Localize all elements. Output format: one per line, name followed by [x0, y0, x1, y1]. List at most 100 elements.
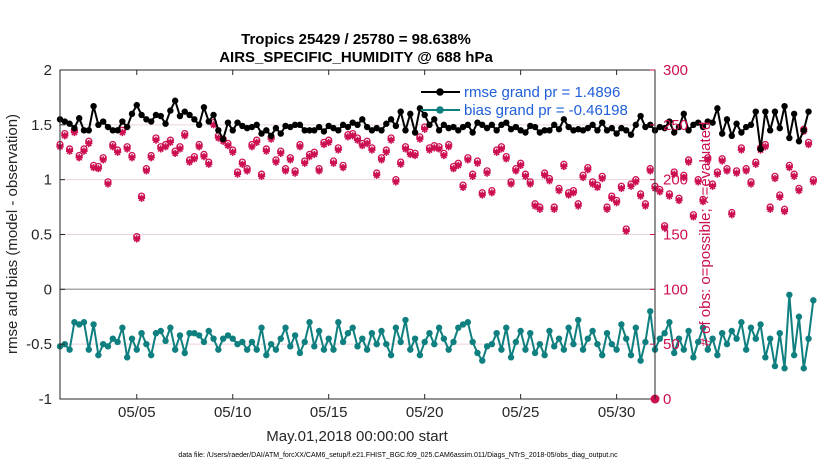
obs-evaluated-point — [113, 148, 122, 156]
bias-point — [637, 357, 644, 364]
rmse-point — [229, 127, 236, 134]
obs-possible-point — [608, 192, 616, 200]
obs-evaluated-point — [123, 145, 131, 153]
obs-evaluated-point — [608, 194, 616, 202]
obs-possible-point — [809, 176, 817, 184]
rmse-point — [618, 124, 625, 132]
bias-point — [426, 330, 433, 337]
obs-evaluated-point — [641, 202, 649, 210]
rmse-point — [114, 127, 121, 134]
x-axis: 05/05 05/10 05/15 05/20 05/25 05/30 — [118, 70, 635, 421]
y-left-tick-label-6: 2 — [44, 62, 52, 79]
rmse-point — [565, 123, 572, 131]
obs-evaluated-point — [723, 167, 731, 175]
rmse-point — [623, 127, 630, 134]
rmse-point — [200, 104, 208, 111]
bias-point — [335, 319, 342, 326]
obs-possible-point — [147, 151, 155, 160]
obs-evaluated-point — [224, 142, 232, 150]
rmse-point — [296, 121, 304, 129]
rmse-point — [507, 126, 515, 133]
obs-evaluated-point — [109, 143, 117, 151]
obs-evaluated-point — [368, 146, 376, 154]
bias-point — [464, 319, 472, 326]
obs-possible-point — [737, 144, 746, 152]
x-tick-label-3: 05/20 — [406, 404, 444, 421]
obs-evaluated-point — [358, 142, 366, 150]
bias-point — [392, 324, 400, 331]
obs-possible-point — [550, 203, 558, 211]
rmse-point — [800, 127, 807, 134]
obs-evaluated-point — [737, 146, 745, 154]
bias-point — [603, 330, 611, 337]
obs-possible-point — [238, 158, 246, 166]
obs-possible-point — [723, 165, 731, 173]
bias-point — [219, 335, 227, 342]
footnote: data file: /Users/raeder/DAI/ATM_forcXX/… — [178, 452, 618, 459]
obs-evaluated-point — [574, 202, 582, 210]
bias-point — [253, 346, 260, 353]
bias-point — [287, 343, 294, 350]
bias-point — [378, 327, 385, 335]
bias-point — [766, 335, 774, 342]
bias-point — [771, 362, 779, 370]
obs-possible-point — [632, 176, 640, 184]
obs-evaluated-point — [257, 172, 266, 180]
obs-evaluated-point — [804, 140, 813, 149]
y-axis-left: -1 -0.5 0 0.5 1 1.5 2 — [26, 62, 65, 408]
bias-point — [90, 321, 97, 328]
rmse-point — [541, 127, 548, 134]
rmse-point — [632, 121, 640, 129]
obs-possible-point — [113, 146, 122, 154]
bias-point — [301, 338, 308, 346]
bias-point — [714, 351, 721, 359]
rmse-point — [575, 126, 582, 133]
y-right-tick-label-5: 250 — [663, 117, 688, 134]
obs-possible-point — [344, 131, 352, 139]
obs-possible-point — [315, 165, 323, 173]
obs-evaluated-point — [708, 182, 717, 190]
obs-evaluated-point — [790, 172, 798, 180]
bias-point — [541, 351, 548, 359]
obs-evaluated-point — [305, 153, 314, 161]
bias-point — [383, 340, 390, 348]
obs-possible-point — [190, 152, 199, 161]
bias-point — [507, 354, 515, 361]
obs-possible-point — [435, 143, 443, 151]
obs-evaluated-point — [795, 187, 803, 195]
obs-possible-point — [617, 182, 626, 190]
rmse-point — [445, 124, 452, 132]
obs-possible-point — [281, 165, 290, 173]
obs-possible-point — [406, 148, 414, 156]
bias-point — [80, 319, 88, 326]
obs-evaluated-point — [61, 132, 69, 140]
obs-possible-point — [785, 161, 794, 170]
obs-possible-point — [627, 180, 635, 188]
bias-point — [243, 346, 251, 353]
bias-point — [450, 338, 457, 346]
obs-evaluated-point — [66, 147, 74, 155]
obs-evaluated-point — [732, 169, 741, 177]
bias-point — [291, 332, 299, 339]
bias-point — [407, 346, 414, 353]
obs-possible-point — [612, 196, 621, 205]
obs-possible-point — [708, 180, 717, 188]
obs-evaluated-point — [584, 166, 592, 174]
bias-point — [762, 354, 769, 361]
obs-possible-point — [339, 161, 347, 170]
bias-point — [349, 324, 356, 331]
obs-evaluated-point — [277, 149, 285, 157]
obs-possible-point — [243, 165, 251, 173]
obs-evaluated-point — [785, 164, 793, 172]
rmse-point — [503, 119, 510, 126]
rmse-point — [234, 119, 241, 126]
bias-point — [147, 351, 155, 359]
obs-possible-point — [488, 186, 496, 195]
obs-evaluated-point — [771, 174, 779, 183]
obs-possible-point — [142, 165, 151, 173]
obs-possible-point — [253, 136, 261, 144]
rmse-point — [694, 119, 702, 126]
obs-evaluated-point — [776, 193, 784, 201]
y-left-tick-label-3: 0.5 — [31, 227, 52, 244]
rmse-point — [287, 123, 294, 131]
